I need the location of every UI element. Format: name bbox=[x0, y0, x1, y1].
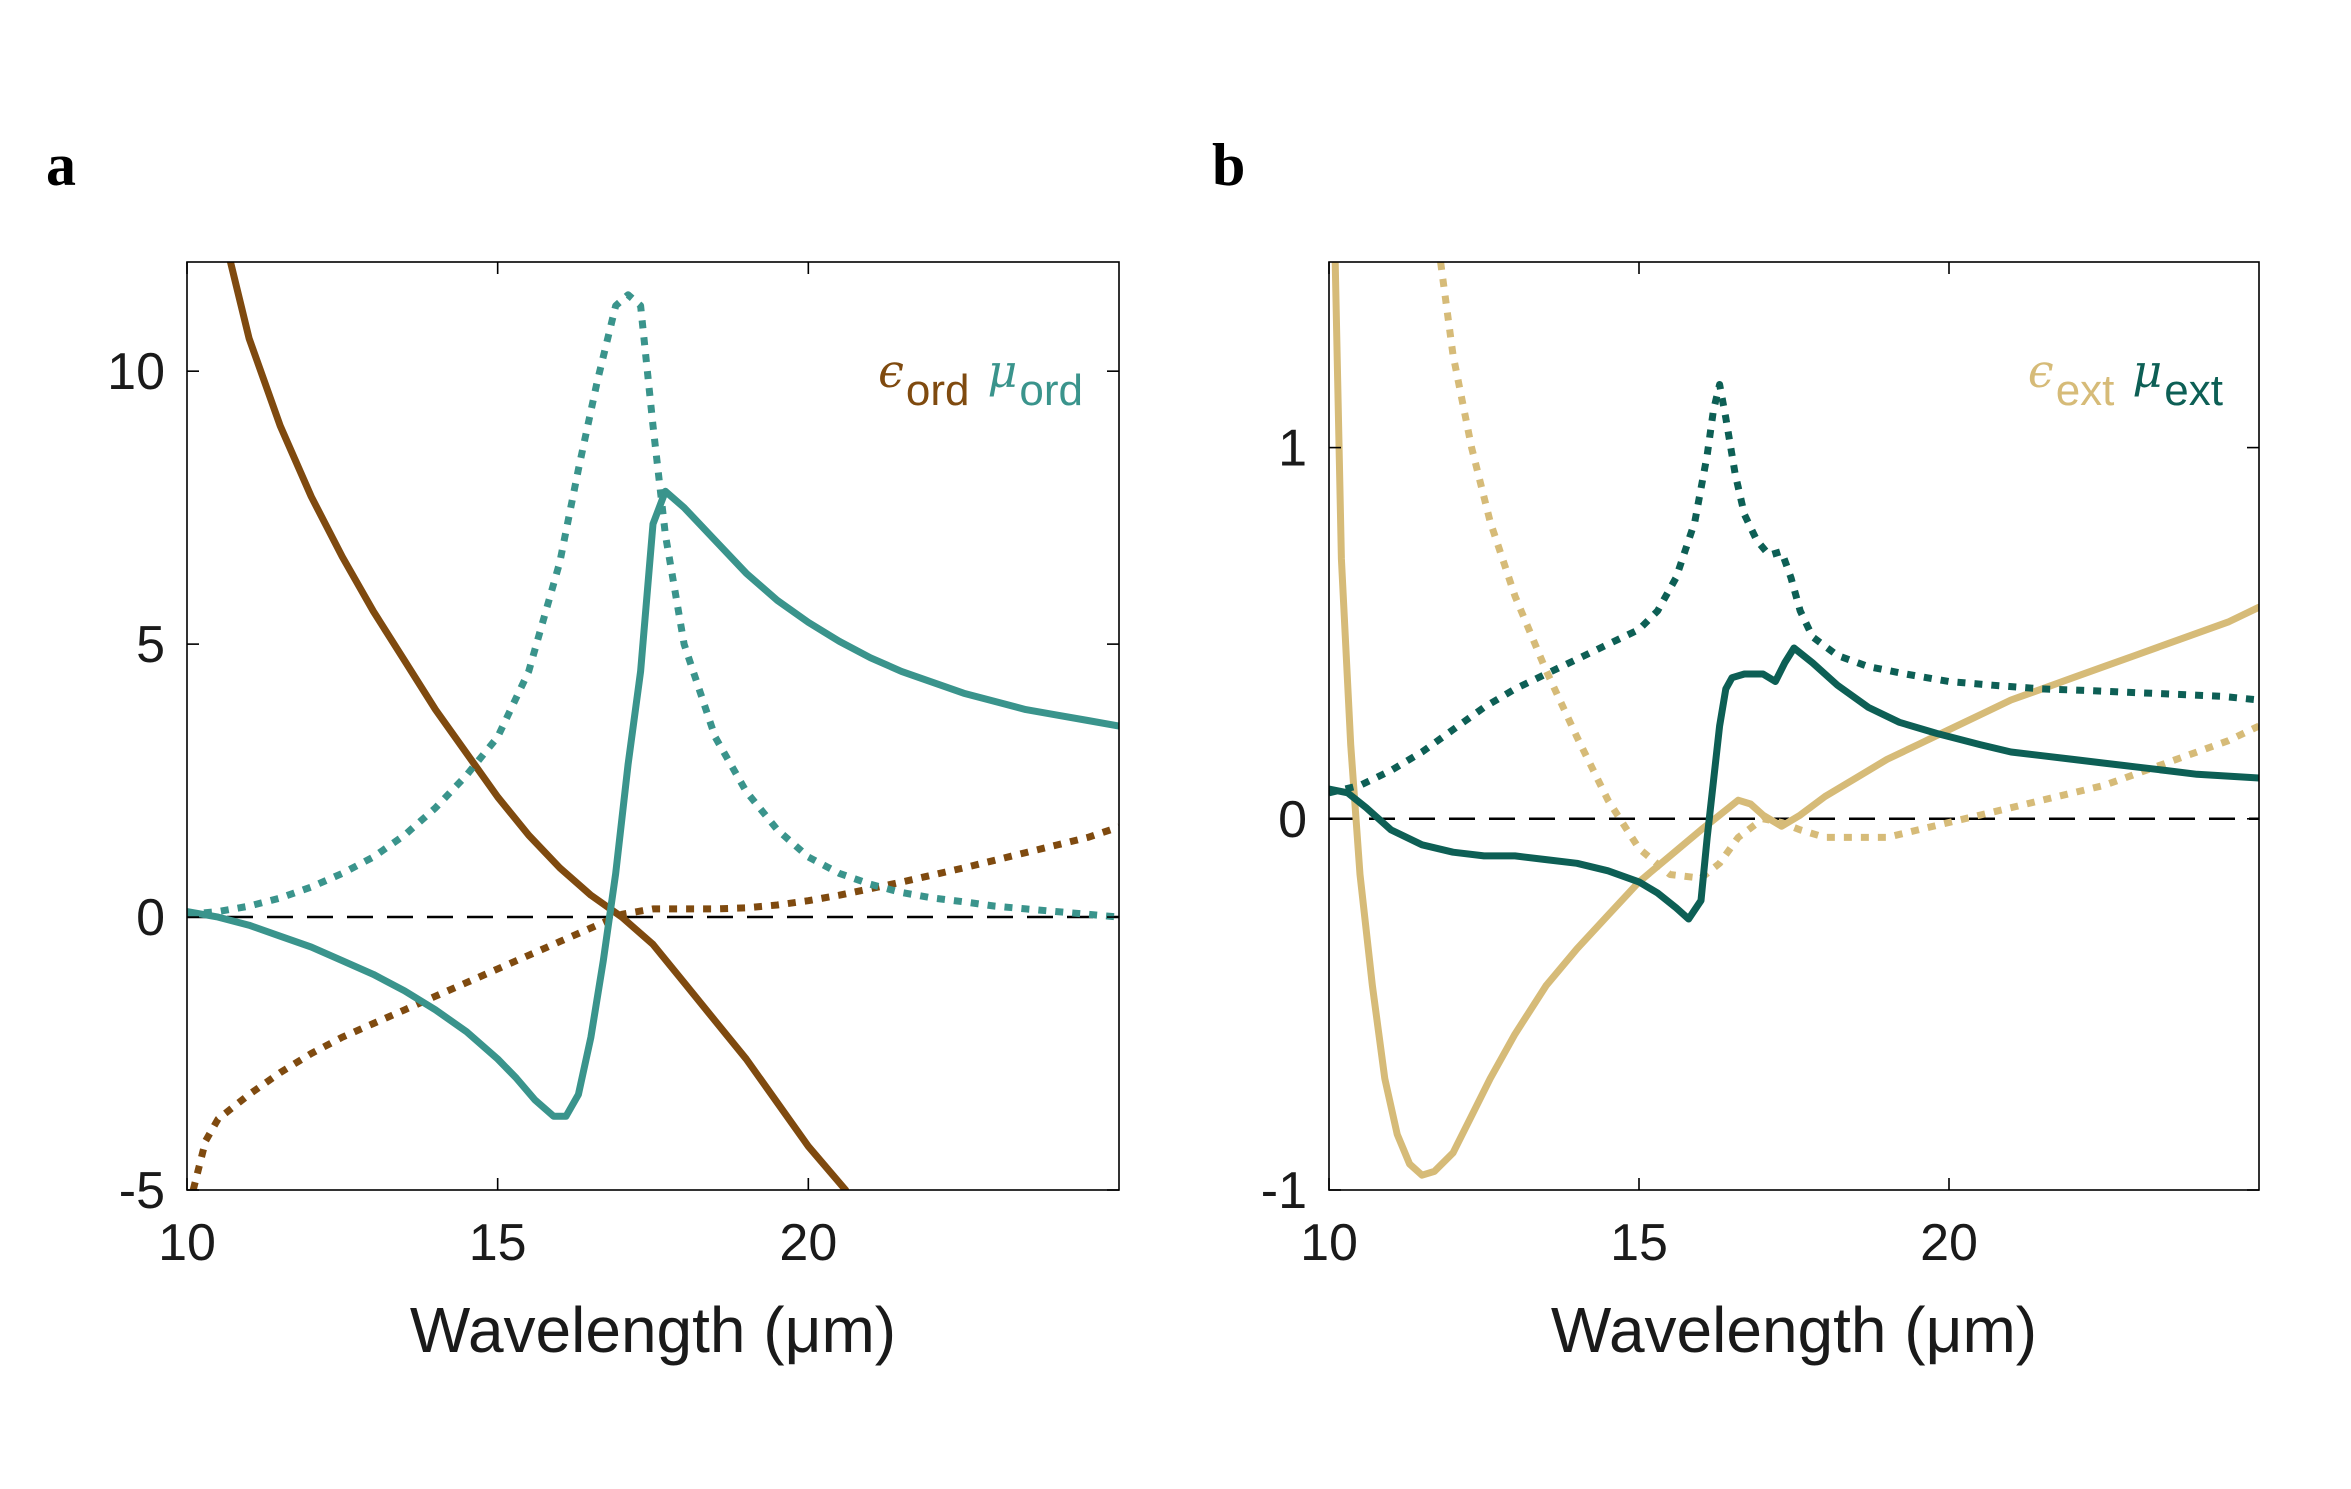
series-group bbox=[187, 262, 1119, 1190]
legend-symbol: μ bbox=[988, 344, 1018, 398]
series-line-Im-_ext bbox=[1329, 381, 2259, 797]
series-line-Re-_ord bbox=[187, 487, 1119, 1120]
y-tick-label: -1 bbox=[1261, 1162, 1307, 1220]
y-tick-label: 5 bbox=[136, 616, 165, 674]
x-tick-label: 15 bbox=[1610, 1214, 1668, 1272]
axes-frame bbox=[186, 261, 1120, 1191]
x-axis-title: Wavelength (μm) bbox=[410, 1294, 896, 1366]
series-line-Im-_ord bbox=[187, 291, 1119, 921]
x-tick-label: 15 bbox=[469, 1214, 527, 1272]
series-line-Re-_ord bbox=[227, 262, 850, 1190]
legend-symbol: ϵ bbox=[878, 344, 904, 398]
legend-subscript: ord bbox=[906, 366, 970, 415]
panel-label-a: a bbox=[46, 132, 76, 198]
legend-symbol: μ bbox=[2132, 344, 2162, 398]
legend-symbol: ϵ bbox=[2028, 344, 2054, 398]
legend-subscript: ext bbox=[2164, 366, 2223, 415]
y-tick-label: 1 bbox=[1278, 420, 1307, 478]
series-group bbox=[1329, 262, 2259, 1179]
x-tick-label: 10 bbox=[158, 1214, 216, 1272]
series-line-Im-_ext bbox=[1437, 262, 2259, 882]
legend-subscript: ord bbox=[1019, 366, 1083, 415]
svg-text:ϵext​μext​: ϵext​μext​ bbox=[2028, 344, 2223, 415]
x-tick-label: 20 bbox=[1920, 1214, 1978, 1272]
y-tick-label: -5 bbox=[119, 1162, 165, 1220]
y-tick-label: 0 bbox=[136, 889, 165, 947]
series-line-Re-_ext bbox=[1331, 262, 2259, 1179]
x-tick-label: 20 bbox=[779, 1214, 837, 1272]
y-tick-label: 0 bbox=[1278, 791, 1307, 849]
panel-label-b: b bbox=[1212, 132, 1245, 198]
chart-panel-a: 10 15 20 -5 0 5 10 Wavelength (μm) ϵord​μord​ bbox=[107, 261, 1120, 1366]
svg-text:ϵord​μord​: ϵord​μord​ bbox=[878, 344, 1083, 415]
x-tick-label: 10 bbox=[1300, 1214, 1358, 1272]
legend: ϵext​μext​ bbox=[2028, 344, 2223, 415]
y-tick-label: 10 bbox=[107, 343, 165, 401]
chart-panel-b: 10 15 20 -1 0 1 Wavelength (μm) ϵext​μext​ bbox=[1261, 261, 2260, 1366]
axes-frame bbox=[1328, 261, 2260, 1191]
legend-subscript: ext bbox=[2056, 366, 2115, 415]
series-line-Im-_ord bbox=[189, 823, 1119, 1190]
legend: ϵord​μord​ bbox=[878, 344, 1083, 415]
x-axis-title: Wavelength (μm) bbox=[1551, 1294, 2037, 1366]
series-line-Re-_ext bbox=[1329, 644, 2259, 923]
